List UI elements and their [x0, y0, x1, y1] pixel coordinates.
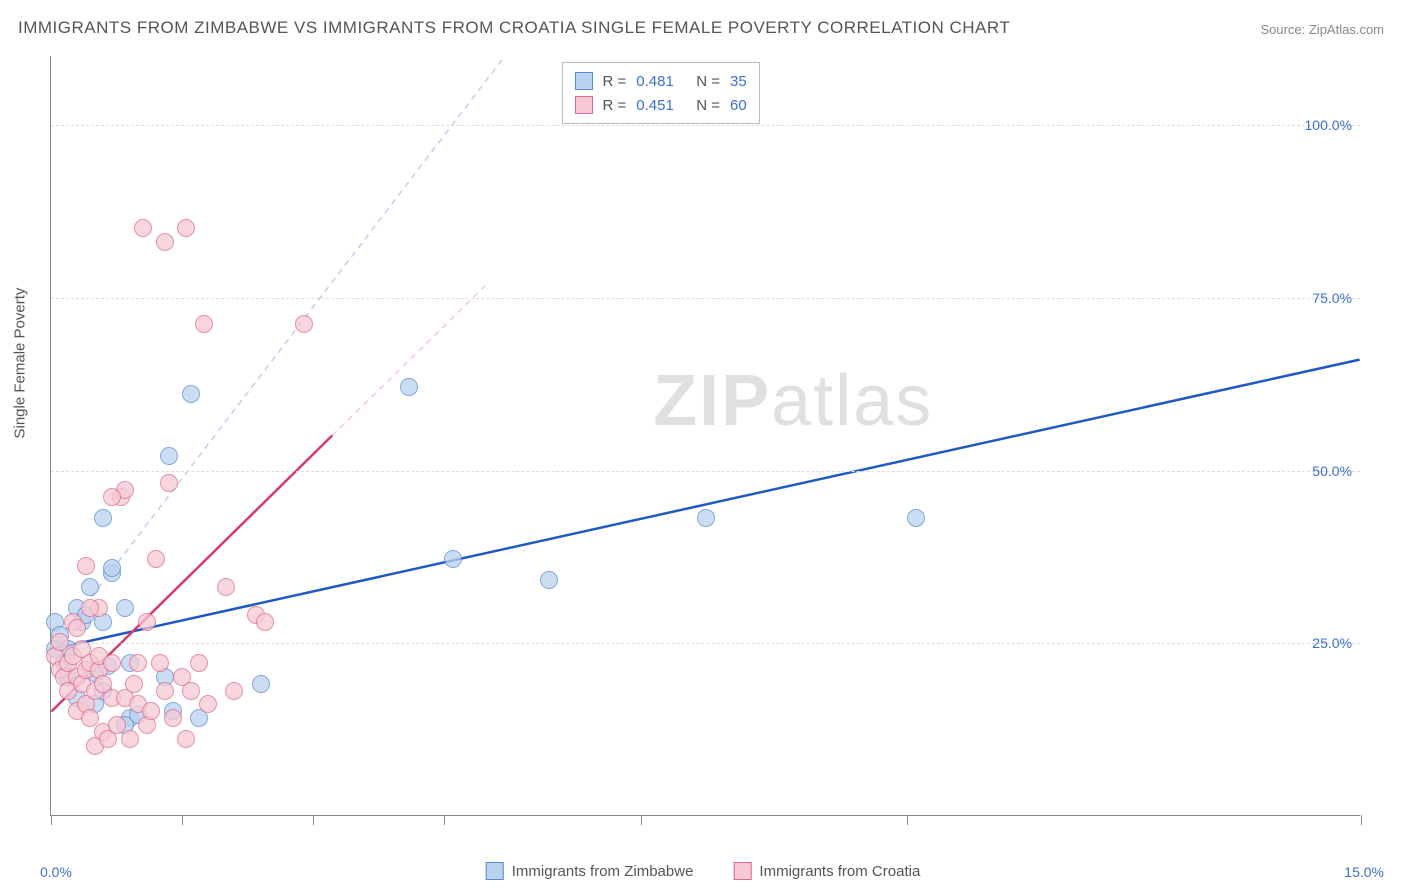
- n-label: N =: [696, 97, 720, 114]
- x-tick: [1361, 815, 1362, 825]
- x-tick: [313, 815, 314, 825]
- scatter-point: [125, 675, 143, 693]
- source-attribution: Source: ZipAtlas.com: [1260, 22, 1384, 37]
- gridline: [51, 643, 1360, 644]
- scatter-point: [103, 559, 121, 577]
- legend-row: R = 0.481 N = 35: [575, 69, 747, 93]
- chart-title: IMMIGRANTS FROM ZIMBABWE VS IMMIGRANTS F…: [18, 18, 1010, 38]
- scatter-point: [103, 654, 121, 672]
- x-axis-max-label: 15.0%: [1344, 864, 1384, 880]
- legend-swatch: [575, 96, 593, 114]
- trend-line: [332, 284, 487, 436]
- y-axis-title: Single Female Poverty: [12, 288, 29, 439]
- chart-plot-area: ZIPatlas 25.0% 50.0% 75.0% 100.0% R = 0.481…: [50, 56, 1360, 816]
- scatter-point: [182, 385, 200, 403]
- trend-line: [51, 56, 505, 649]
- scatter-point: [81, 578, 99, 596]
- scatter-point: [160, 447, 178, 465]
- r-value: 0.481: [636, 73, 686, 90]
- scatter-point: [156, 682, 174, 700]
- gridline: [51, 471, 1360, 472]
- legend-label: Immigrants from Croatia: [759, 863, 920, 880]
- x-tick: [444, 815, 445, 825]
- bottom-legend: Immigrants from Zimbabwe Immigrants from…: [486, 862, 921, 880]
- scatter-point: [116, 599, 134, 617]
- y-tick-label: 50.0%: [1312, 463, 1352, 479]
- legend-swatch: [575, 72, 593, 90]
- r-label: R =: [603, 97, 627, 114]
- r-value: 0.451: [636, 97, 686, 114]
- trend-line: [51, 360, 1359, 650]
- y-tick-label: 100.0%: [1305, 117, 1352, 133]
- scatter-point: [540, 571, 558, 589]
- y-tick-label: 25.0%: [1312, 635, 1352, 651]
- scatter-point: [160, 474, 178, 492]
- legend-item: Immigrants from Croatia: [733, 862, 920, 880]
- scatter-point: [199, 695, 217, 713]
- correlation-legend: R = 0.481 N = 35 R = 0.451 N = 60: [562, 62, 760, 124]
- legend-swatch: [486, 862, 504, 880]
- scatter-point: [907, 509, 925, 527]
- scatter-point: [77, 557, 95, 575]
- scatter-point: [156, 233, 174, 251]
- scatter-point: [68, 619, 86, 637]
- n-value: 35: [730, 73, 747, 90]
- scatter-point: [256, 613, 274, 631]
- scatter-point: [444, 550, 462, 568]
- scatter-point: [103, 488, 121, 506]
- trend-lines-layer: [51, 56, 1360, 815]
- scatter-point: [195, 315, 213, 333]
- scatter-point: [252, 675, 270, 693]
- r-label: R =: [603, 73, 627, 90]
- legend-item: Immigrants from Zimbabwe: [486, 862, 694, 880]
- x-tick: [51, 815, 52, 825]
- x-tick: [182, 815, 183, 825]
- scatter-point: [138, 613, 156, 631]
- watermark: ZIPatlas: [653, 360, 933, 442]
- scatter-point: [400, 378, 418, 396]
- scatter-point: [225, 682, 243, 700]
- scatter-point: [129, 654, 147, 672]
- scatter-point: [147, 550, 165, 568]
- n-value: 60: [730, 97, 747, 114]
- x-axis-min-label: 0.0%: [40, 864, 72, 880]
- scatter-point: [81, 599, 99, 617]
- scatter-point: [177, 219, 195, 237]
- scatter-point: [697, 509, 715, 527]
- watermark-rest: atlas: [771, 361, 933, 441]
- scatter-point: [295, 315, 313, 333]
- x-tick: [641, 815, 642, 825]
- y-tick-label: 75.0%: [1312, 290, 1352, 306]
- scatter-point: [121, 730, 139, 748]
- legend-label: Immigrants from Zimbabwe: [512, 863, 694, 880]
- gridline: [51, 125, 1360, 126]
- scatter-point: [164, 709, 182, 727]
- n-label: N =: [696, 73, 720, 90]
- x-tick: [907, 815, 908, 825]
- scatter-point: [94, 509, 112, 527]
- scatter-point: [190, 654, 208, 672]
- scatter-point: [182, 682, 200, 700]
- scatter-point: [134, 219, 152, 237]
- scatter-point: [142, 702, 160, 720]
- scatter-point: [177, 730, 195, 748]
- scatter-point: [151, 654, 169, 672]
- legend-swatch: [733, 862, 751, 880]
- watermark-bold: ZIP: [653, 361, 771, 441]
- scatter-point: [217, 578, 235, 596]
- legend-row: R = 0.451 N = 60: [575, 93, 747, 117]
- gridline: [51, 298, 1360, 299]
